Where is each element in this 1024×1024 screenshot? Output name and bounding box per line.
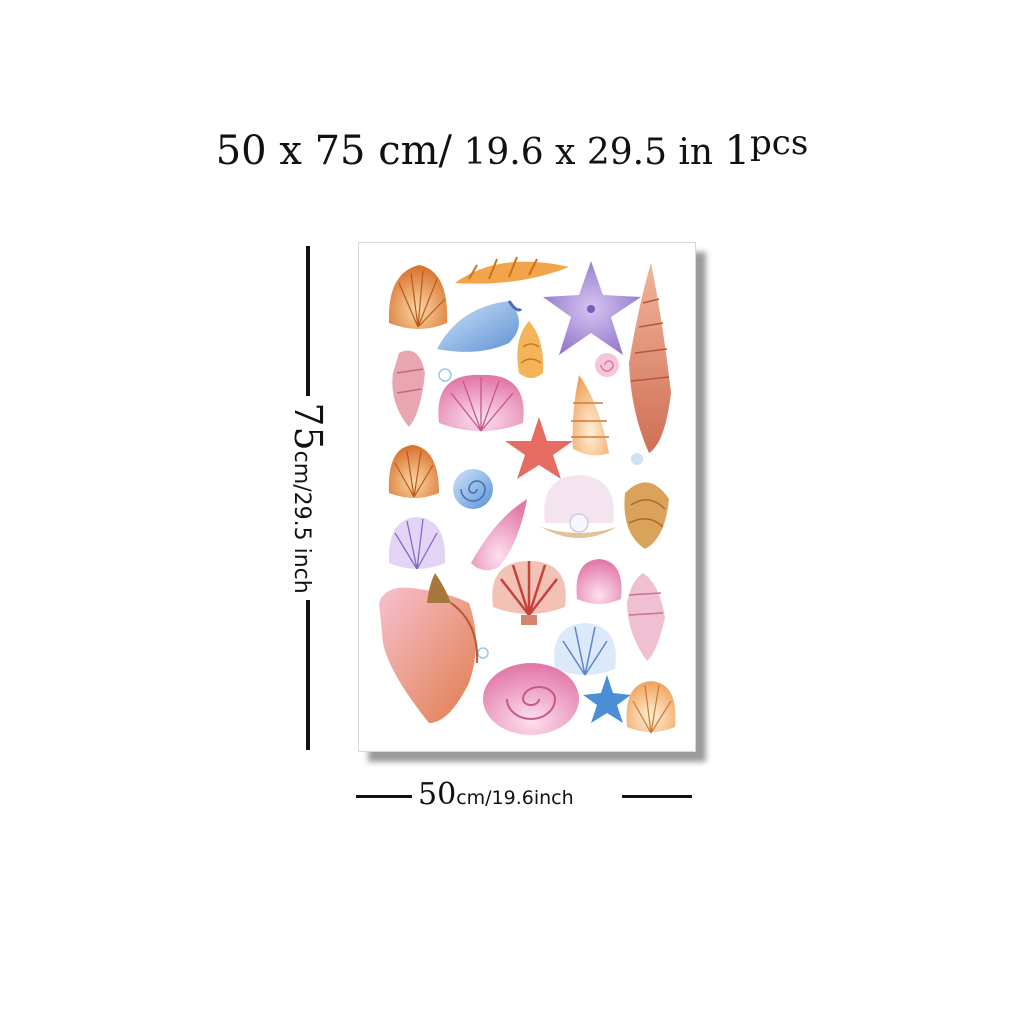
clam-shell-gold — [624, 482, 669, 549]
title-count-unit: pcs — [750, 123, 809, 163]
conch-shell-blue — [437, 300, 523, 352]
pearl-oyster — [541, 475, 617, 538]
scallop-blue — [554, 623, 616, 676]
spiral-shell-blue — [453, 469, 493, 509]
starfish-coral — [505, 417, 573, 479]
spire-shell-tall — [629, 263, 671, 453]
spiral-shell-pink-small — [595, 353, 619, 377]
width-line-right — [622, 795, 692, 798]
whelk-shell-pink — [392, 350, 425, 427]
queen-conch — [379, 573, 479, 723]
width-line-left — [356, 795, 412, 798]
whelk-shell-pink-right — [627, 573, 665, 661]
title-cm: 50 x 75 cm/ — [215, 128, 453, 174]
nautilus-pink — [483, 663, 579, 735]
cone-shell-pink — [471, 499, 527, 571]
height-unit: cm/29.5 inch — [289, 450, 314, 594]
width-label: 50cm/19.6inch — [418, 777, 574, 812]
height-label: 75cm/29.5 inch — [286, 402, 330, 593]
width-unit: cm/19.6inch — [456, 787, 574, 809]
scallop-orange-top — [388, 265, 448, 329]
snail-shell-orange — [517, 321, 544, 378]
bubble-2 — [631, 453, 643, 465]
title-count: 1 — [724, 128, 751, 174]
seashell-artwork — [379, 256, 676, 735]
scallop-red-striped — [492, 561, 566, 625]
auger-shell-orange — [455, 256, 569, 284]
starfish-purple — [543, 261, 641, 355]
scallop-pink-small — [576, 559, 622, 604]
title-in: 19.6 x 29.5 in — [463, 132, 714, 173]
spire-shell-peach — [571, 375, 609, 456]
height-value: 75 — [286, 402, 330, 451]
scallop-peach — [626, 681, 676, 734]
scallop-orange-fan — [388, 445, 439, 498]
scallop-purple-fan — [388, 517, 446, 570]
height-line-top — [306, 246, 310, 396]
size-title: 50 x 75 cm/ 19.6 x 29.5 in 1pcs — [0, 123, 1024, 174]
scallop-pink-large — [438, 374, 524, 432]
starfish-blue — [583, 675, 631, 723]
bubble-1 — [438, 368, 452, 382]
width-value: 50 — [418, 777, 457, 812]
bubble-3 — [477, 647, 489, 659]
height-line-bottom — [306, 600, 310, 750]
seashell-poster — [358, 242, 696, 752]
